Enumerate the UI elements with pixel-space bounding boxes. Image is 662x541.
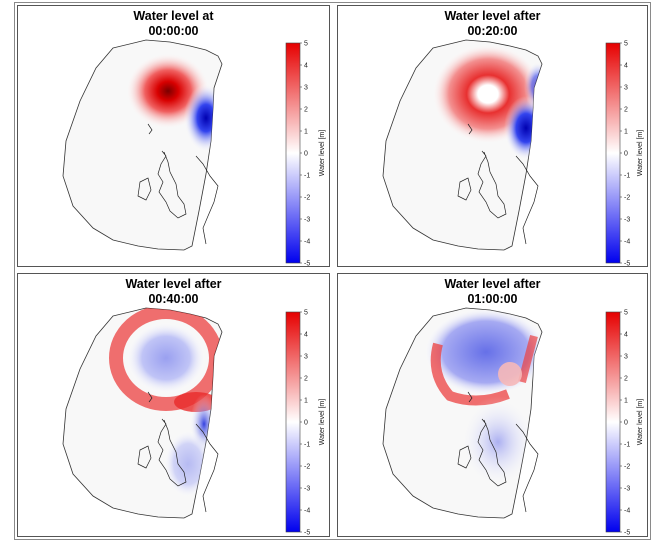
coastline bbox=[457, 123, 539, 245]
coastline bbox=[457, 391, 539, 513]
colorbar-tick-label: -4 bbox=[624, 508, 630, 515]
colorbar-tick-label: 4 bbox=[624, 332, 628, 339]
colorbar-tick-label: -3 bbox=[624, 217, 630, 224]
water-level-map: 5 4 3 2 1 0 -1 -2 -3 -4 -5 Water level [m] bbox=[382, 39, 644, 268]
colorbar-tick-label: 4 bbox=[304, 332, 308, 339]
colorbar-gradient bbox=[285, 311, 301, 533]
colorbar-tick-label: -5 bbox=[624, 261, 630, 268]
water-level-map: 5 4 3 2 1 0 -1 -2 -3 -4 -5 Water level [m] bbox=[62, 39, 326, 268]
coastline bbox=[137, 391, 219, 513]
panel-t40: Water level after 00:40:00 bbox=[17, 273, 330, 537]
figure-frame bbox=[14, 2, 651, 540]
colorbar-tick-label: 2 bbox=[304, 107, 308, 114]
colorbar-tick-label: 1 bbox=[304, 398, 308, 405]
colorbar-tick-label: -3 bbox=[304, 486, 310, 493]
colorbar-tick-label: 3 bbox=[304, 354, 308, 361]
colorbar-tick-label: 5 bbox=[304, 41, 308, 48]
colorbar-tick-label: 2 bbox=[624, 107, 628, 114]
colorbar: 5 4 3 2 1 0 -1 -2 -3 -4 -5 Water level [m] bbox=[285, 310, 326, 537]
colorbar-tick-label: -2 bbox=[624, 464, 630, 471]
colorbar-gradient bbox=[605, 311, 621, 533]
colorbar-tick-label: 2 bbox=[624, 376, 628, 383]
colorbar-tick-label: 1 bbox=[624, 398, 628, 405]
colorbar: 5 4 3 2 1 0 -1 -2 -3 -4 -5 Water level [m] bbox=[605, 310, 644, 537]
colorbar-tick-label: -5 bbox=[304, 530, 310, 537]
colorbar-tick-label: -4 bbox=[304, 239, 310, 246]
colorbar-tick-label: -3 bbox=[624, 486, 630, 493]
colorbar-tick-label: 0 bbox=[624, 151, 628, 158]
colorbar-tick-label: 5 bbox=[624, 41, 628, 48]
colorbar-tick-label: 5 bbox=[624, 310, 628, 317]
colorbar-tick-label: 4 bbox=[304, 63, 308, 70]
colorbar-tick-label: 3 bbox=[304, 85, 308, 92]
colorbar-tick-label: 0 bbox=[304, 420, 308, 427]
colorbar-tick-label: 2 bbox=[304, 376, 308, 383]
colorbar-tick-label: 4 bbox=[624, 63, 628, 70]
colorbar-tick-label: -2 bbox=[304, 464, 310, 471]
colorbar-tick-label: 0 bbox=[304, 151, 308, 158]
colorbar-tick-label: -1 bbox=[304, 442, 310, 449]
colorbar-tick-label: -3 bbox=[304, 217, 310, 224]
water-level-field bbox=[424, 308, 542, 488]
water-level-field bbox=[432, 44, 542, 160]
colorbar-tick-label: -2 bbox=[624, 195, 630, 202]
colorbar: 5 4 3 2 1 0 -1 -2 -3 -4 -5 Water level [m] bbox=[605, 41, 644, 268]
colorbar-tick-label: -2 bbox=[304, 195, 310, 202]
colorbar-label: Water level [m] bbox=[319, 130, 326, 176]
colorbar-tick-label: 1 bbox=[304, 129, 308, 136]
colorbar: 5 4 3 2 1 0 -1 -2 -3 -4 -5 Water level [m] bbox=[285, 41, 326, 268]
colorbar-tick-label: -4 bbox=[304, 508, 310, 515]
colorbar-tick-label: -5 bbox=[304, 261, 310, 268]
water-level-map: 5 4 3 2 1 0 -1 -2 -3 -4 -5 Water level [m] bbox=[382, 307, 644, 537]
panel-t0: Water level at 00:00:00 5 4 3 2 1 0 -1 bbox=[17, 5, 330, 267]
colorbar-tick-label: -4 bbox=[624, 239, 630, 246]
colorbar-label: Water level [m] bbox=[319, 399, 326, 445]
colorbar-tick-label: 3 bbox=[624, 85, 628, 92]
panel-t20: Water level after 00:20:00 bbox=[337, 5, 648, 267]
colorbar-label: Water level [m] bbox=[637, 130, 644, 176]
colorbar-tick-label: -1 bbox=[624, 173, 630, 180]
colorbar-tick-label: 5 bbox=[304, 310, 308, 317]
water-level-map: 5 4 3 2 1 0 -1 -2 -3 -4 -5 Water level [m] bbox=[62, 307, 326, 537]
colorbar-gradient bbox=[285, 42, 301, 264]
colorbar-gradient bbox=[605, 42, 621, 264]
panel-t60: Water level after 01:00:00 bbox=[337, 273, 648, 537]
colorbar-tick-label: -1 bbox=[304, 173, 310, 180]
colorbar-label: Water level [m] bbox=[637, 399, 644, 445]
colorbar-tick-label: 0 bbox=[624, 420, 628, 427]
colorbar-tick-label: -1 bbox=[624, 442, 630, 449]
colorbar-tick-label: 3 bbox=[624, 354, 628, 361]
colorbar-tick-label: 1 bbox=[624, 129, 628, 136]
colorbar-tick-label: -5 bbox=[624, 530, 630, 537]
coastline bbox=[137, 123, 219, 245]
